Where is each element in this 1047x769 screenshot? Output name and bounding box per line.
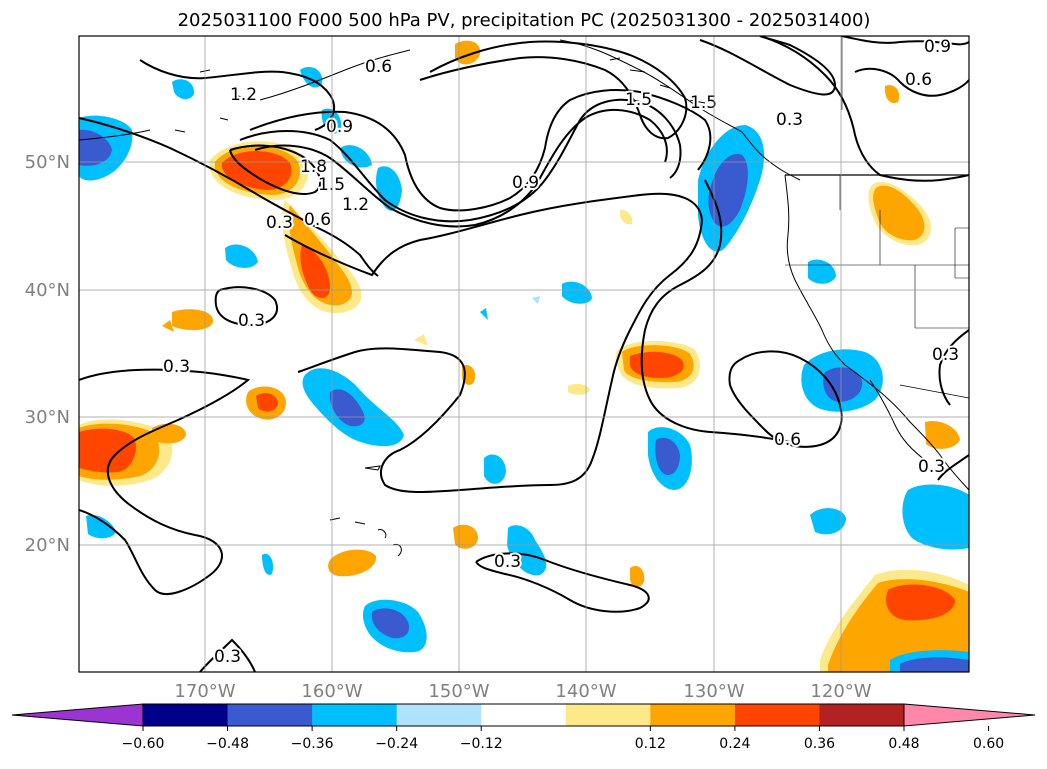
colorbar-tick-label: −0.36 xyxy=(291,736,334,752)
precip-positive-region-dateline-north xyxy=(209,141,362,314)
pv-contour-0.3-south xyxy=(475,552,650,613)
pv-contour-0.6-coast xyxy=(759,36,969,182)
colorbar-segment xyxy=(143,704,229,726)
island-chain-south xyxy=(364,465,381,471)
contour-label: 0.6 xyxy=(365,57,392,77)
contour-label: 0.6 xyxy=(905,70,932,90)
contour-label: 0.3 xyxy=(214,647,241,667)
contour-labels: 0.3 0.3 0.3 0.3 0.3 0.3 0.3 0.3 0.6 0.6 … xyxy=(161,36,961,669)
colorbar-segment xyxy=(650,704,736,726)
colorbar-segment xyxy=(734,704,820,726)
colorbar-tick-label: 0.48 xyxy=(888,736,919,752)
us-state-borders xyxy=(785,175,969,329)
contour-label: 0.9 xyxy=(512,173,539,193)
contour-label: 0.3 xyxy=(238,311,265,331)
colorbar-segment xyxy=(481,704,567,726)
colorbar-segment xyxy=(227,704,313,726)
colorbar-tick-label: −0.24 xyxy=(375,736,418,752)
figure-title: 2025031100 F000 500 hPa PV, precipitatio… xyxy=(178,10,871,31)
lon-label: 170°W xyxy=(174,681,235,702)
lat-label: 30°N xyxy=(25,407,70,428)
colorbar-tick-label: −0.60 xyxy=(122,736,165,752)
map-panel: 0.3 0.3 0.3 0.3 0.3 0.3 0.3 0.3 0.6 0.6 … xyxy=(78,35,970,673)
colorbar-segment xyxy=(565,704,651,726)
pv-contour-0.6-east xyxy=(728,350,843,448)
lat-label: 40°N xyxy=(25,280,70,301)
lon-label: 130°W xyxy=(683,681,744,702)
colorbar-tick-label: 0.60 xyxy=(973,736,1004,752)
us-mexico-border xyxy=(899,384,969,399)
colorbar-segment xyxy=(312,704,398,726)
pv-contours xyxy=(79,36,969,672)
pv-contour-0.6-west xyxy=(79,117,379,277)
colorbar-segments xyxy=(11,703,1036,727)
precip-positive-region-east xyxy=(820,85,969,672)
precip-negative-region-east xyxy=(648,125,969,672)
pv-contour-1.5 xyxy=(254,108,668,228)
pv-contour-1.5-inner xyxy=(419,40,688,140)
contour-label: 0.3 xyxy=(932,345,959,365)
precip-positive-region-central xyxy=(328,40,700,587)
contour-label: 0.3 xyxy=(494,552,521,572)
lat-label: 50°N xyxy=(25,152,70,173)
pv-contour-0.3-north xyxy=(139,59,335,131)
pv-contour-0.9-east xyxy=(841,36,969,46)
latitude-labels: 50°N 40°N 30°N 20°N xyxy=(25,152,70,556)
colorbar-extend-left xyxy=(11,703,144,727)
contour-label: 0.3 xyxy=(266,213,293,233)
gridlines xyxy=(79,36,969,672)
lon-label: 160°W xyxy=(301,681,362,702)
pv-contour-1.2 xyxy=(239,98,682,223)
contour-label: 0.3 xyxy=(918,457,945,477)
lon-label: 120°W xyxy=(810,681,871,702)
lat-label: 20°N xyxy=(25,535,70,556)
contour-label: 0.3 xyxy=(163,357,190,377)
hawaii-islands xyxy=(329,517,402,557)
contour-label: 0.9 xyxy=(326,117,353,137)
colorbar-tick-label: 0.24 xyxy=(719,736,750,752)
pv-contour-0.3-west xyxy=(79,368,251,595)
colorbar-segment xyxy=(819,704,905,726)
contour-label: 1.5 xyxy=(625,90,652,110)
pv-contour-1.8 xyxy=(229,144,322,196)
pv-contour-0.3-northeast xyxy=(699,36,837,96)
pv-contour-0.6-northeast xyxy=(854,67,969,97)
pv-contour-0.6-south xyxy=(640,179,791,443)
colorbar-frame xyxy=(142,703,905,727)
contour-label: 0.3 xyxy=(776,110,803,130)
colorbar-tick-label: 0.12 xyxy=(635,736,666,752)
pv-contour-0.3-east xyxy=(937,329,969,481)
contour-label: 0.9 xyxy=(924,37,951,57)
colorbar-segment xyxy=(396,704,482,726)
colorbar-ticks: −0.60 −0.48 −0.36 −0.24 −0.12 0.12 0.24 0.36 0.4… xyxy=(122,726,1004,752)
colorbar: −0.60 −0.48 −0.36 −0.24 −0.12 0.12 0.24 0.36 0.4… xyxy=(11,703,1036,752)
contour-label: 1.5 xyxy=(690,93,717,113)
pv-contour-0.9-north xyxy=(249,89,712,212)
contour-label: 1.8 xyxy=(300,157,327,177)
precip-negative-region-west xyxy=(79,79,274,575)
lon-label: 150°W xyxy=(428,681,489,702)
pv-contour-0.3-central xyxy=(284,192,704,494)
contour-label: 1.2 xyxy=(230,85,257,105)
north-america-west-coast xyxy=(784,174,969,491)
contour-label: 1.2 xyxy=(342,195,369,215)
colorbar-tick-label: 0.36 xyxy=(804,736,835,752)
longitude-labels: 170°W 160°W 150°W 140°W 130°W 120°W xyxy=(174,681,871,702)
lon-label: 140°W xyxy=(555,681,616,702)
map-frame xyxy=(78,35,970,673)
contour-label: 0.6 xyxy=(774,430,801,450)
contour-label: 0.6 xyxy=(304,210,331,230)
colorbar-tick-label: −0.48 xyxy=(206,736,249,752)
baja-california xyxy=(869,379,926,461)
colorbar-extend-right xyxy=(903,703,1036,727)
pv-contour-0.3-southwest xyxy=(199,638,256,672)
colorbar-tick-label: −0.12 xyxy=(460,736,503,752)
pv-contour-0.3-40n xyxy=(214,286,278,327)
